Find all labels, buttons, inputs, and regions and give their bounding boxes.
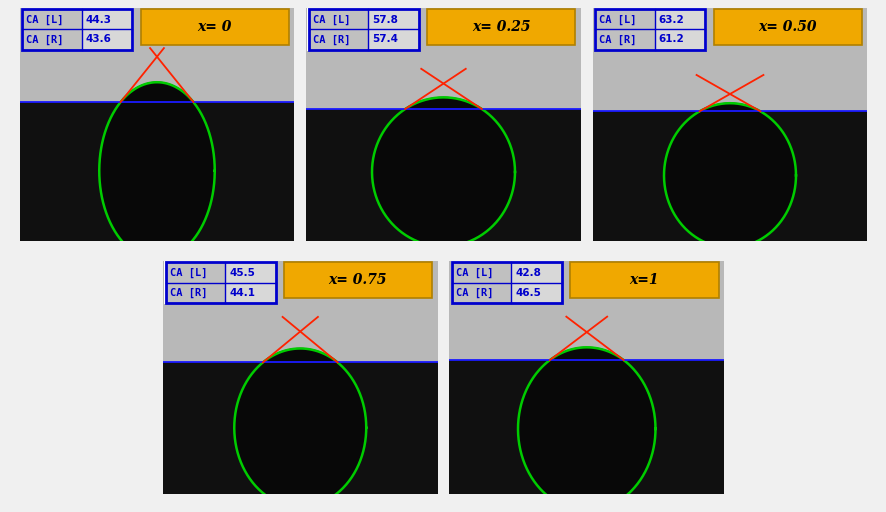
Bar xyxy=(21,8,134,51)
Polygon shape xyxy=(517,347,655,510)
Text: 45.5: 45.5 xyxy=(229,268,254,279)
Bar xyxy=(448,360,723,494)
Bar xyxy=(22,9,132,50)
Bar xyxy=(19,8,294,102)
Bar xyxy=(595,9,654,50)
Bar xyxy=(19,102,294,241)
Bar xyxy=(308,9,368,50)
Polygon shape xyxy=(664,103,795,248)
Bar xyxy=(450,261,563,304)
Bar xyxy=(594,8,706,51)
Bar xyxy=(284,262,431,298)
Polygon shape xyxy=(371,97,515,246)
Bar xyxy=(712,9,861,45)
Text: 57.4: 57.4 xyxy=(372,34,398,45)
Bar xyxy=(306,109,580,241)
Bar xyxy=(22,9,82,50)
Text: x= 0.75: x= 0.75 xyxy=(329,273,387,287)
Bar xyxy=(166,262,276,303)
Bar xyxy=(452,262,511,303)
Text: CA [L]: CA [L] xyxy=(27,15,64,25)
Text: CA [R]: CA [R] xyxy=(599,34,636,45)
Text: 61.2: 61.2 xyxy=(658,34,684,45)
Bar xyxy=(164,261,276,304)
Bar xyxy=(82,9,132,50)
Text: CA [L]: CA [L] xyxy=(169,268,207,279)
Text: 44.3: 44.3 xyxy=(86,15,112,25)
Bar xyxy=(308,9,418,50)
Bar xyxy=(163,362,438,494)
Bar xyxy=(426,9,575,45)
Text: 46.5: 46.5 xyxy=(515,288,540,298)
Bar xyxy=(307,8,420,51)
Text: x= 0.25: x= 0.25 xyxy=(471,20,530,34)
Text: CA [R]: CA [R] xyxy=(455,288,494,298)
Text: CA [L]: CA [L] xyxy=(455,268,494,279)
Bar xyxy=(166,262,225,303)
Bar xyxy=(225,262,276,303)
Text: x= 0: x= 0 xyxy=(198,20,231,34)
Text: CA [R]: CA [R] xyxy=(169,288,207,298)
Bar xyxy=(511,262,562,303)
Polygon shape xyxy=(99,82,214,259)
Text: 43.6: 43.6 xyxy=(86,34,112,45)
Bar xyxy=(570,262,718,298)
Text: 42.8: 42.8 xyxy=(515,268,540,279)
Bar xyxy=(163,261,438,362)
Bar xyxy=(448,261,723,360)
Bar xyxy=(595,9,704,50)
Bar xyxy=(368,9,418,50)
Text: CA [R]: CA [R] xyxy=(27,34,64,45)
Text: 44.1: 44.1 xyxy=(229,288,255,298)
Bar xyxy=(306,8,580,109)
Text: CA [L]: CA [L] xyxy=(313,15,350,25)
Bar xyxy=(592,8,867,111)
Text: CA [L]: CA [L] xyxy=(599,15,636,25)
Bar xyxy=(654,9,704,50)
Text: 57.8: 57.8 xyxy=(372,15,398,25)
Polygon shape xyxy=(234,349,366,507)
Text: 63.2: 63.2 xyxy=(658,15,684,25)
Bar xyxy=(140,9,289,45)
Text: CA [R]: CA [R] xyxy=(313,34,350,45)
Bar xyxy=(592,111,867,241)
Text: x= 0.50: x= 0.50 xyxy=(758,20,816,34)
Text: x=1: x=1 xyxy=(629,273,658,287)
Bar xyxy=(452,262,562,303)
